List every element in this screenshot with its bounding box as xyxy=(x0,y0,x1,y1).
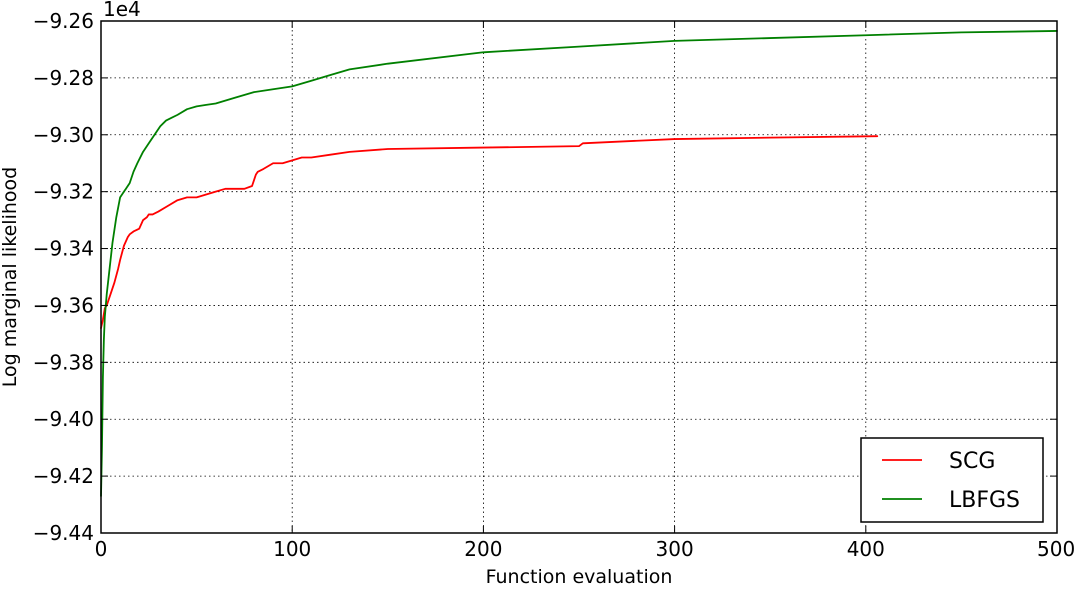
y-tick-label: −9.32 xyxy=(33,180,94,204)
axis-ticks: 0 100 200 300 400 500 −9.44 −9.42 −9.40 −9.38 −9.3… xyxy=(33,9,1074,561)
y-tick-label: −9.38 xyxy=(33,350,94,374)
plot-series xyxy=(100,30,1058,497)
grid xyxy=(101,21,1057,533)
y-tick-label: −9.30 xyxy=(33,123,94,147)
legend-label-scg: SCG xyxy=(949,449,995,474)
offset-text: 1e4 xyxy=(103,0,141,21)
x-tick-label: 500 xyxy=(1037,537,1074,561)
y-tick-label: −9.34 xyxy=(33,237,94,261)
y-tick-label: −9.28 xyxy=(33,66,94,90)
y-tick-label: −9.44 xyxy=(33,521,94,545)
x-tick-label: 0 xyxy=(95,537,108,561)
legend-box xyxy=(860,437,1044,523)
y-axis-label: Log marginal likelihood xyxy=(0,167,21,387)
x-tick-label: 100 xyxy=(273,537,311,561)
y-tick-label: −9.26 xyxy=(33,9,94,33)
series-line-scg xyxy=(100,135,879,330)
legend-label-lbfgs: LBFGS xyxy=(949,488,1020,513)
y-tick-label: −9.36 xyxy=(33,293,94,317)
x-axis-label: Function evaluation xyxy=(486,566,673,588)
y-tick-label: −9.42 xyxy=(33,464,94,488)
legend: SCG LBFGS xyxy=(860,437,1044,523)
x-tick-label: 300 xyxy=(656,537,694,561)
x-tick-label: 400 xyxy=(847,537,885,561)
series-line-lbfgs xyxy=(100,30,1058,497)
plot-frame xyxy=(100,20,1058,534)
x-tick-label: 200 xyxy=(464,537,502,561)
y-tick-label: −9.40 xyxy=(33,407,94,431)
